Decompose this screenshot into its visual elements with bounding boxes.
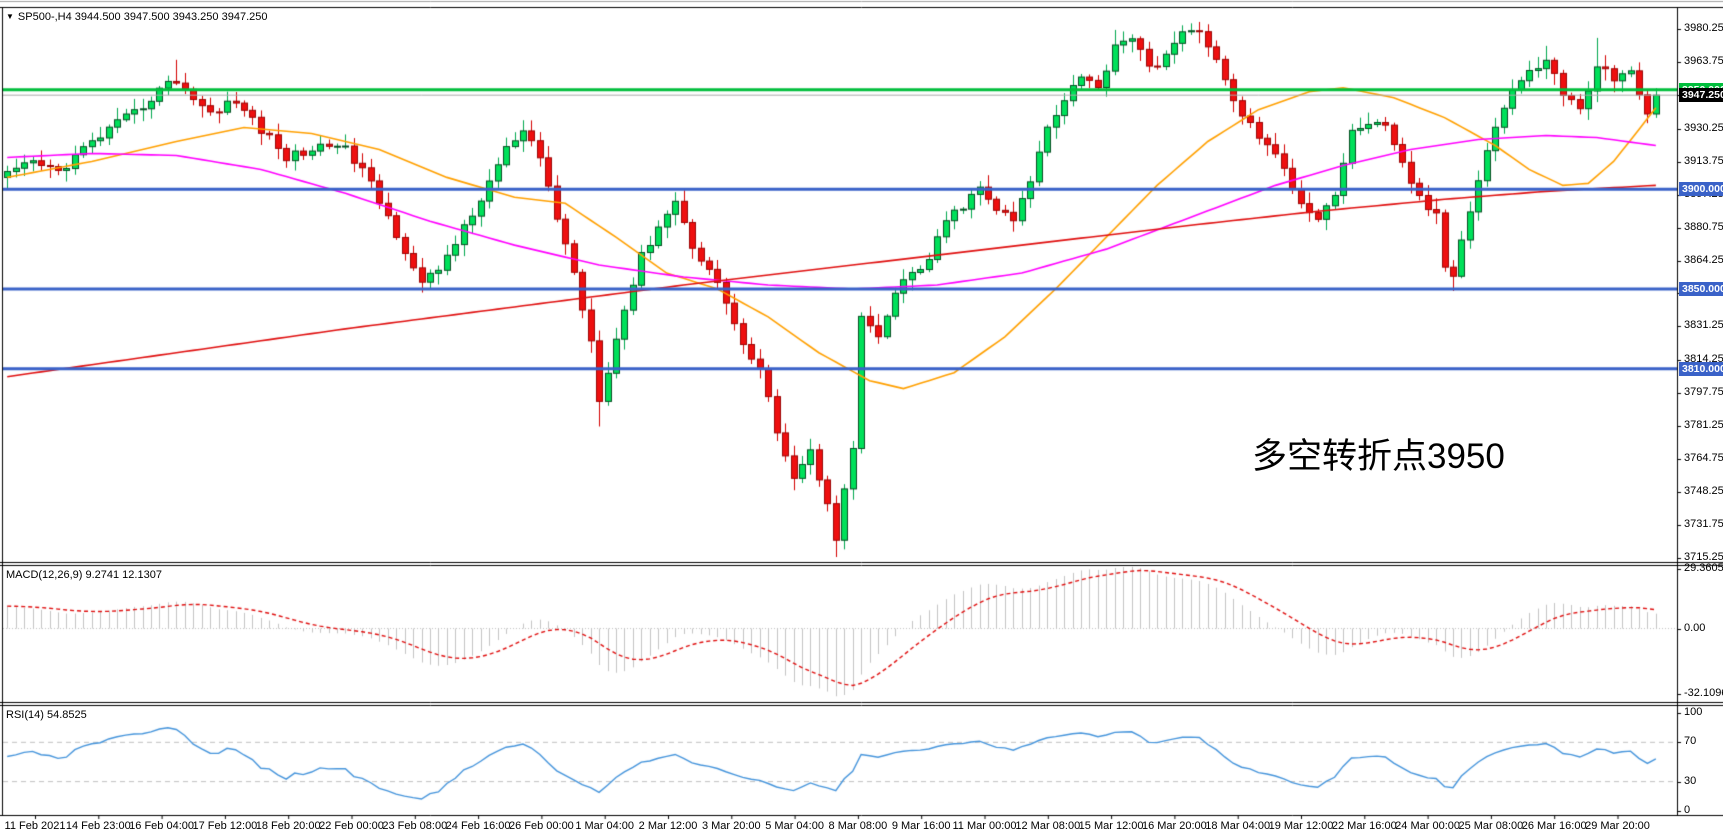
chart-canvas[interactable] <box>0 0 1723 839</box>
trading-chart-window: ▼ SP500-,H4 3944.500 3947.500 3943.250 39… <box>0 0 1723 839</box>
